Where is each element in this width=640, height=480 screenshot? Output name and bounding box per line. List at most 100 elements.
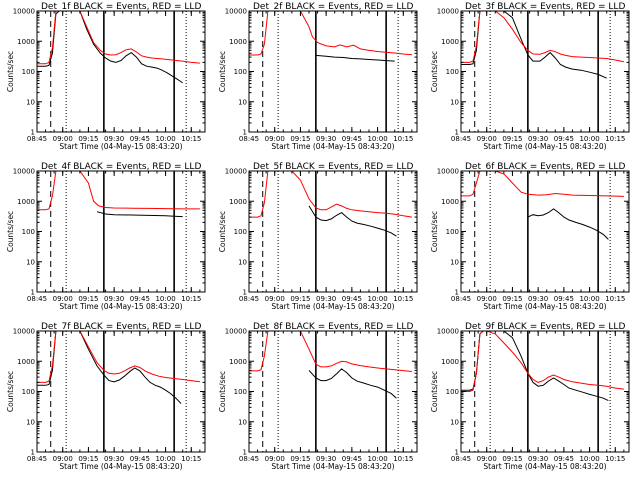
plot-frame [248,170,418,293]
x-tick-label: 09:30 [528,295,548,303]
y-axis-label: Counts/sec [430,371,439,412]
y-axis-label: Counts/sec [6,371,15,412]
x-axis-label: Start Time (04-May-15 08:43:20) [483,302,606,311]
x-tick-label: 08:45 [27,455,47,463]
events-series-line [96,211,183,218]
y-tick-label: 1000 [229,358,247,366]
lld-series-line [249,331,412,372]
y-tick-label: 10000 [437,8,459,16]
x-tick-label: 10:15 [393,295,413,303]
y-tick-label: 10 [450,98,459,106]
y-tick-label: 1 [31,449,35,457]
events-series-line [308,205,397,237]
x-axis-label: Start Time (04-May-15 08:43:20) [59,142,182,151]
x-tick-label: 10:00 [155,135,175,143]
y-tick-label: 100 [234,68,247,76]
x-tick-label: 10:00 [367,455,387,463]
x-tick-label: 09:00 [477,295,497,303]
chart-panel: Det_3f BLACK = Events, RED = LLD 1 10 100 10… [430,2,630,151]
lld-series-line [461,171,624,197]
chart-panel: Det_4f BLACK = Events, RED = LLD 1 10 100 10… [6,162,206,311]
y-tick-label: 100 [22,68,35,76]
y-tick-label: 1000 [441,198,459,206]
lld-series-line [249,11,412,56]
y-tick-label: 100 [22,228,35,236]
y-tick-label: 10000 [225,8,247,16]
y-tick-label: 10 [450,418,459,426]
series-group [249,11,412,62]
x-tick-label: 10:15 [393,455,413,463]
x-tick-label: 10:00 [367,295,387,303]
x-axis-label: Start Time (04-May-15 08:43:20) [483,142,606,151]
x-tick-label: 09:15 [290,295,310,303]
x-tick-label: 09:15 [502,135,522,143]
x-tick-label: 09:45 [130,455,150,463]
x-tick-label: 10:15 [181,295,201,303]
x-tick-label: 09:00 [53,135,73,143]
y-tick-label: 1 [455,289,459,297]
series-group [37,171,200,218]
x-tick-label: 10:15 [605,135,625,143]
chart-panel: Det_5f BLACK = Events, RED = LLD 1 10 100 10… [218,162,418,311]
series-group [37,331,200,404]
x-tick-label: 09:15 [78,295,98,303]
plot-frame [460,10,630,133]
y-tick-label: 1 [243,289,247,297]
chart-panel: Det_2f BLACK = Events, RED = LLD 1 10 100 10… [218,2,418,151]
lld-series-line [37,331,200,383]
y-axis-label: Counts/sec [218,51,227,92]
x-tick-label: 10:00 [579,295,599,303]
chart-title: Det_1f BLACK = Events, RED = LLD [41,2,201,12]
x-tick-label: 09:30 [316,455,336,463]
x-tick-label: 09:30 [528,455,548,463]
x-tick-label: 09:30 [104,455,124,463]
plot-frame [248,10,418,133]
x-axis-label: Start Time (04-May-15 08:43:20) [483,462,606,471]
y-axis-label: Counts/sec [6,211,15,252]
y-tick-label: 1000 [17,38,35,46]
series-group [249,331,412,399]
series-group [249,171,412,237]
y-tick-label: 1 [31,129,35,137]
events-series-line [308,368,397,399]
y-tick-label: 1 [455,449,459,457]
y-tick-label: 1 [455,129,459,137]
y-axis-label: Counts/sec [430,211,439,252]
y-axis-label: Counts/sec [6,51,15,92]
x-tick-label: 10:15 [393,135,413,143]
y-axis-label: Counts/sec [430,51,439,92]
x-tick-label: 09:30 [316,135,336,143]
y-tick-label: 1 [31,289,35,297]
x-tick-label: 09:30 [316,295,336,303]
y-tick-label: 10000 [437,168,459,176]
y-axis-label: Counts/sec [218,211,227,252]
chart-title: Det_7f BLACK = Events, RED = LLD [41,322,201,332]
x-tick-label: 09:15 [502,295,522,303]
y-tick-label: 10000 [437,328,459,336]
series-group [461,11,625,79]
y-tick-label: 1000 [17,198,35,206]
x-tick-label: 09:15 [502,455,522,463]
y-tick-label: 10 [238,418,247,426]
x-tick-label: 10:00 [579,135,599,143]
x-axis-label: Start Time (04-May-15 08:43:20) [271,462,394,471]
x-tick-label: 09:15 [78,135,98,143]
series-group [461,331,624,402]
y-tick-label: 1000 [441,358,459,366]
x-axis-label: Start Time (04-May-15 08:43:20) [271,142,394,151]
x-tick-label: 10:15 [181,135,201,143]
x-tick-label: 09:00 [265,135,285,143]
x-tick-label: 09:00 [265,455,285,463]
x-tick-label: 09:15 [78,455,98,463]
x-tick-label: 09:15 [290,135,310,143]
x-tick-label: 09:00 [53,295,73,303]
events-series-line [37,331,182,404]
x-tick-label: 10:15 [181,455,201,463]
y-tick-label: 10 [238,98,247,106]
x-tick-label: 09:30 [528,135,548,143]
lld-series-line [461,331,624,392]
y-axis-label: Counts/sec [218,371,227,412]
y-tick-label: 100 [234,388,247,396]
y-tick-label: 10 [450,258,459,266]
x-axis-label: Start Time (04-May-15 08:43:20) [59,302,182,311]
